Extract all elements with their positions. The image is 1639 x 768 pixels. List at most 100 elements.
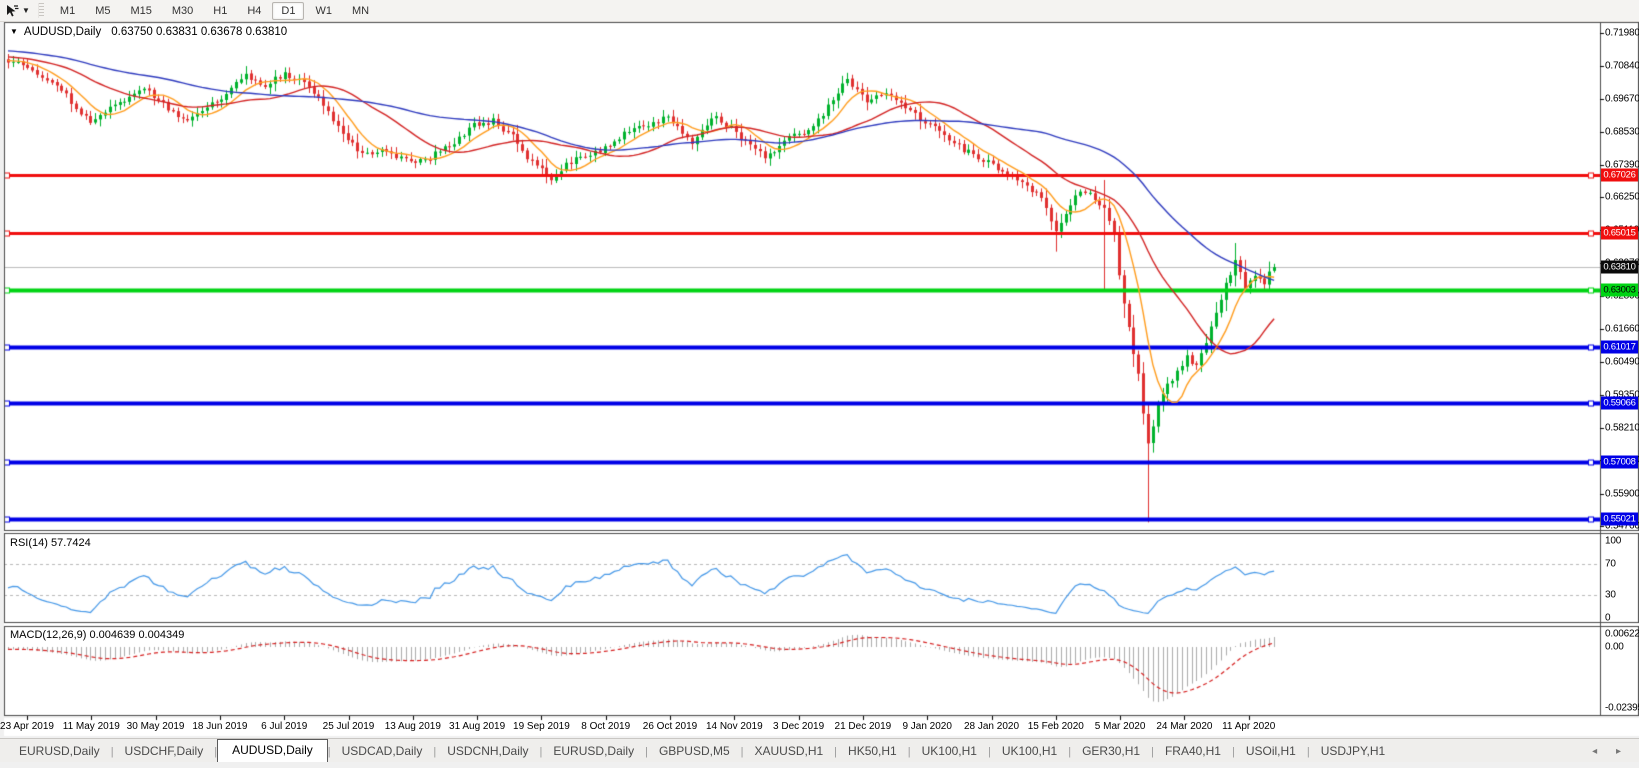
tab-separator: |	[214, 746, 218, 758]
date-label: 25 Jul 2019	[322, 721, 375, 732]
date-label: 3 Dec 2019	[773, 721, 825, 732]
ohlc-close: 0.63810	[245, 26, 288, 38]
timeframe-button-W1[interactable]: W1	[315, 4, 332, 17]
hline-price-badge: 0.63003	[1601, 283, 1638, 297]
chart-tab-uk100-h1[interactable]: UK100,H1	[921, 744, 977, 758]
timeframe-button-M1[interactable]: M1	[59, 4, 76, 17]
hline-price-badge: 0.67026	[1601, 168, 1638, 182]
date-label: 24 Mar 2020	[1156, 721, 1213, 732]
hline-price-badge: 0.57008	[1601, 455, 1638, 469]
hline-price-badge: 0.55021	[1601, 512, 1638, 526]
rsi-label: RSI(14) 57.7424	[10, 537, 91, 549]
chart-tab-gbpusd-m5[interactable]: GBPUSD,M5	[658, 744, 730, 758]
date-label: 11 May 2019	[62, 721, 120, 732]
price-tick-label: 0.70840	[1605, 60, 1639, 72]
chart-tab-usdchf-daily[interactable]: USDCHF,Daily	[124, 744, 204, 758]
timeframe-button-MN[interactable]: MN	[351, 4, 370, 17]
price-tick-label: 0.55900	[1605, 488, 1639, 500]
ohlc-open: 0.63750	[111, 26, 153, 38]
rsi-value: 57.7424	[50, 537, 91, 549]
chart-tab-xauusd-h1[interactable]: XAUUSD,H1	[754, 744, 824, 758]
tab-separator: |	[1306, 746, 1310, 758]
price-tick-label: 0.59350	[1605, 389, 1639, 401]
macd-main-value: 0.004639	[89, 629, 136, 641]
tab-separator: |	[539, 746, 543, 758]
tab-separator: |	[907, 746, 911, 758]
macd-tick-label: -0.023959	[1605, 702, 1639, 714]
chart-tab-usdjpy-h1[interactable]: USDJPY,H1	[1320, 744, 1386, 758]
date-label: 31 Aug 2019	[449, 721, 506, 732]
date-label: 14 Nov 2019	[705, 721, 763, 732]
tab-separator: |	[645, 746, 648, 758]
ohlc-high: 0.63831	[156, 26, 198, 38]
price-tick-label: 0.61660	[1605, 323, 1639, 335]
chart-tab-usdcnh-daily[interactable]: USDCNH,Daily	[447, 744, 529, 758]
rsi-tick-label: 0	[1605, 612, 1611, 624]
timeframe-button-H4[interactable]: H4	[247, 4, 262, 17]
macd-label: MACD(12,26,9) 0.004639 0.004349	[10, 629, 185, 641]
macd-signal-value: 0.004349	[138, 629, 185, 641]
macd-tick-label: 0.00	[1605, 641, 1624, 653]
chart-tab-hk50-h1[interactable]: HK50,H1	[848, 744, 897, 758]
timeframe-toolbar: ▼ M1 M5 M15 M30 H1 H4 D1 W1 MN	[0, 0, 1639, 22]
chart-tab-usdcad-daily[interactable]: USDCAD,Daily	[341, 744, 423, 758]
chart-tab-eurusd-daily[interactable]: EURUSD,Daily	[19, 744, 100, 758]
date-label: 5 Mar 2020	[1094, 721, 1146, 732]
date-label: 18 Jun 2019	[192, 721, 248, 732]
price-tick-label: 0.68530	[1605, 126, 1639, 138]
ohlc-low: 0.63678	[200, 26, 243, 38]
tab-separator: |	[1151, 746, 1154, 758]
hline-price-badge: 0.65015	[1601, 226, 1638, 240]
chart-title: ▼ AUDUSD,Daily 0.63750 0.63831 0.63678 0.6…	[10, 26, 287, 38]
date-label: 23 Apr 2019	[0, 721, 54, 732]
price-tick-label: 0.58210	[1605, 422, 1639, 434]
symbol-label: AUDUSD,Daily	[23, 26, 102, 38]
date-label: 8 Oct 2019	[581, 721, 631, 732]
chart-tab-usoil-h1[interactable]: USOil,H1	[1245, 744, 1296, 758]
price-tick-label: 0.66250	[1605, 191, 1639, 203]
price-tick-label: 0.69670	[1605, 93, 1639, 105]
price-tick-label: 0.54760	[1605, 520, 1639, 532]
hline-price-badge: 0.61017	[1601, 340, 1638, 354]
timeframe-button-M5[interactable]: M5	[95, 4, 111, 17]
tab-separator: |	[327, 746, 331, 758]
timeframe-button-D1[interactable]: D1	[272, 1, 305, 20]
chart-tab-audusd-daily[interactable]: AUDUSD,Daily	[217, 739, 328, 762]
date-label: 13 Aug 2019	[384, 721, 441, 732]
status-bar	[0, 761, 1639, 768]
date-label: 28 Jan 2020	[963, 721, 1020, 732]
price-tick-label: 0.60490	[1605, 356, 1639, 368]
rsi-tick-label: 100	[1605, 535, 1622, 547]
tab-separator: |	[740, 746, 744, 758]
tab-separator: |	[1231, 746, 1235, 758]
chart-tab-fra40-h1[interactable]: FRA40,H1	[1164, 744, 1221, 758]
date-label: 15 Feb 2020	[1027, 721, 1084, 732]
macd-tick-label: 0.00622	[1605, 628, 1639, 640]
tool-dropdown-icon[interactable]: ▼	[22, 6, 30, 15]
tab-separator: |	[110, 746, 114, 758]
timeframe-button-H1[interactable]: H1	[213, 4, 228, 17]
tab-scroll-arrows[interactable]: ◂ ▸	[1592, 746, 1629, 757]
cursor-tool-icon[interactable]	[3, 3, 21, 19]
chart-tab-ger30-h1[interactable]: GER30,H1	[1082, 744, 1141, 758]
tab-separator: |	[987, 746, 991, 758]
rsi-tick-label: 70	[1605, 558, 1616, 570]
chart-tab-uk100-h1[interactable]: UK100,H1	[1001, 744, 1058, 758]
timeframe-button-M15[interactable]: M15	[130, 4, 152, 17]
hline-price-badge: 0.59066	[1601, 396, 1638, 410]
date-label: 21 Dec 2019	[834, 721, 892, 732]
price-tick-label: 0.71980	[1605, 27, 1639, 39]
date-label: 26 Oct 2019	[642, 721, 698, 732]
chart-menu-icon[interactable]: ▼	[10, 27, 18, 36]
timeframe-button-M30[interactable]: M30	[171, 4, 194, 17]
date-label: 9 Jan 2020	[902, 721, 952, 732]
price-tick-label: 0.67390	[1605, 159, 1639, 171]
date-label: 6 Jul 2019	[261, 721, 308, 732]
chart-tab-bar: EURUSD,Daily | USDCHF,Daily | AUDUSD,Daily | U…	[0, 738, 1639, 762]
chart-tab-eurusd-daily[interactable]: EURUSD,Daily	[553, 744, 635, 758]
date-label: 19 Sep 2019	[513, 721, 570, 732]
timeframe-buttons: M1 M5 M15 M30 H1 H4 D1 W1 MN	[50, 1, 379, 20]
toolbar-grip	[37, 3, 44, 18]
